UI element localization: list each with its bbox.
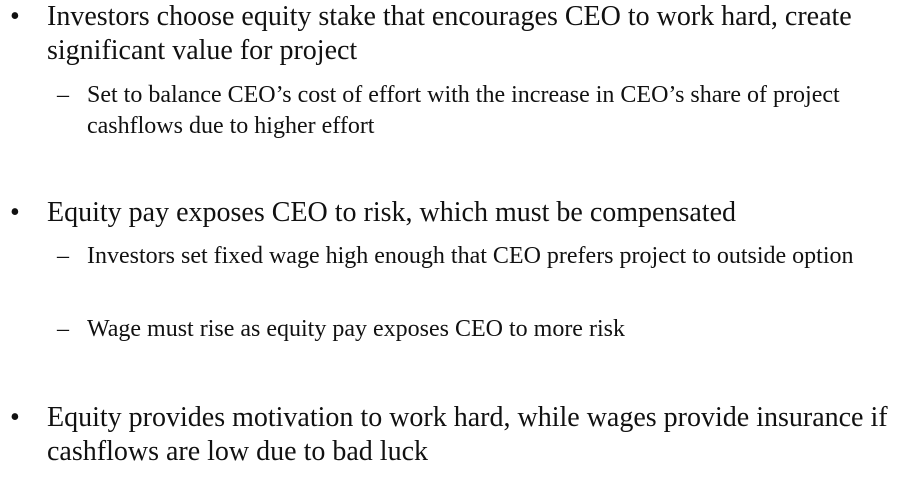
sub-bullet-item: – Set to balance CEO’s cost of effort wi… — [0, 80, 900, 142]
sub-bullet-item: – Investors set fixed wage high enough t… — [0, 241, 900, 303]
sub-bullet-item: – Wage must rise as equity pay exposes C… — [0, 314, 900, 345]
bullet-item: • Equity provides motivation to work har… — [0, 401, 900, 471]
bullet-marker: • — [10, 402, 20, 433]
sub-bullet-marker: – — [57, 316, 69, 342]
bullet-item: • Equity pay exposes CEO to risk, which … — [0, 196, 900, 232]
bullet-marker: • — [10, 197, 20, 228]
bullet-text: Equity provides motivation to work hard,… — [47, 402, 888, 467]
sub-bullet-marker: – — [57, 82, 69, 108]
sub-bullet-text: Investors set fixed wage high enough tha… — [87, 243, 854, 269]
bullet-marker: • — [10, 1, 20, 32]
sub-bullet-text: Wage must rise as equity pay exposes CEO… — [87, 316, 625, 342]
sub-bullet-marker: – — [57, 243, 69, 269]
bullet-text: Investors choose equity stake that encou… — [47, 1, 852, 66]
bullet-item: • Investors choose equity stake that enc… — [0, 0, 900, 70]
sub-bullet-text: Set to balance CEO’s cost of effort with… — [87, 82, 840, 139]
bullet-text: Equity pay exposes CEO to risk, which mu… — [47, 197, 736, 228]
